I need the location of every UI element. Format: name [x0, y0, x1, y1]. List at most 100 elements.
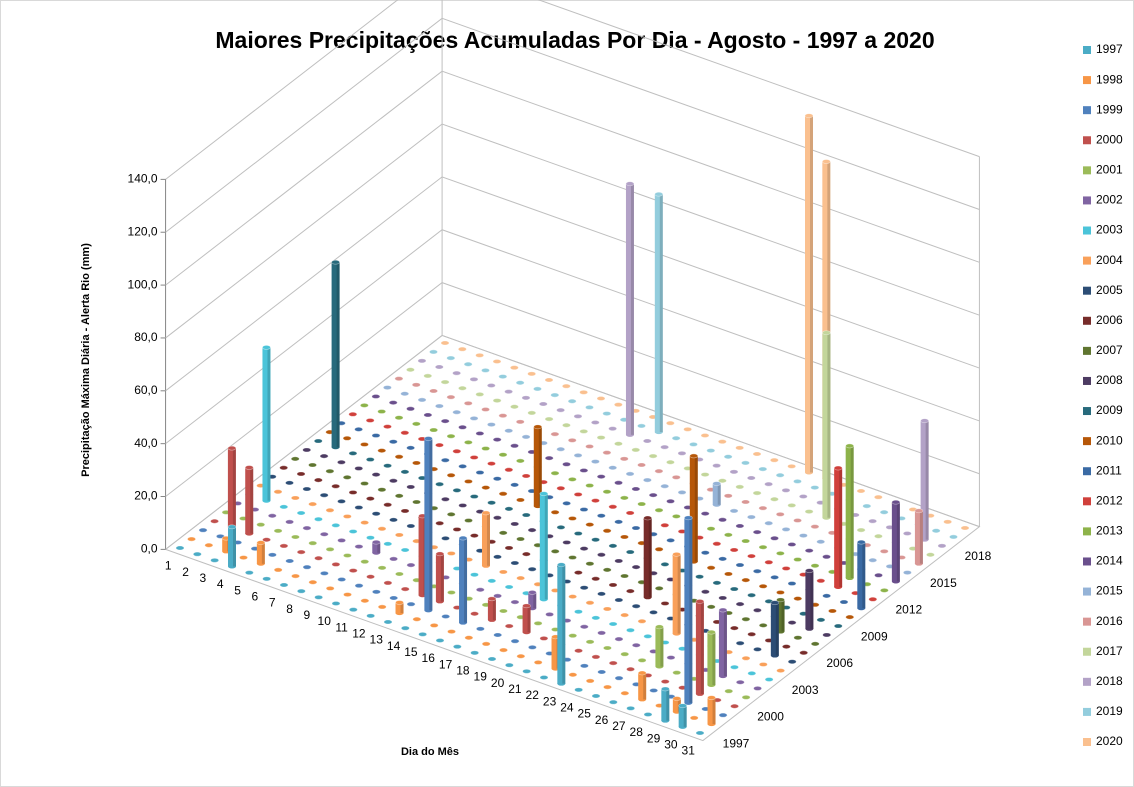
bar-top: [504, 545, 514, 551]
bar: [452, 409, 462, 415]
bar: [256, 540, 266, 566]
legend-label: 2009: [1096, 403, 1123, 417]
bar: [406, 484, 416, 490]
bar-top: [671, 435, 681, 441]
bar: [619, 456, 629, 462]
bar-top: [585, 678, 595, 684]
bar-top: [273, 489, 283, 495]
bar: [787, 503, 797, 508]
bar: [810, 524, 820, 529]
bar: [354, 544, 364, 549]
bar-top: [504, 428, 514, 434]
bar-top: [446, 433, 456, 439]
bar: [579, 390, 588, 395]
bar-top: [267, 513, 277, 519]
bar: [429, 623, 439, 628]
bar: [770, 575, 779, 580]
bar-top: [210, 518, 219, 524]
bar: [499, 608, 508, 614]
bar-top: [389, 517, 398, 523]
bar-top: [603, 645, 612, 651]
legend-label: 2019: [1096, 704, 1123, 718]
bar: [521, 473, 531, 479]
bar: [296, 471, 306, 477]
bar-top: [285, 480, 294, 486]
bar-top: [753, 568, 762, 574]
bar: [677, 529, 687, 534]
bar: [395, 600, 404, 616]
bar-side: [707, 632, 716, 686]
bar-top: [291, 573, 300, 579]
bar: [666, 499, 675, 504]
bar-top: [741, 538, 750, 544]
bar: [839, 599, 849, 605]
bar: [314, 477, 323, 483]
bar: [423, 373, 433, 379]
bar-side: [707, 697, 716, 725]
bar: [544, 377, 554, 383]
bar-top: [343, 553, 352, 558]
bar: [377, 409, 386, 414]
bar: [470, 572, 479, 577]
bar: [903, 570, 912, 575]
bar-top: [810, 641, 820, 647]
bar-top: [735, 484, 745, 490]
bar: [770, 600, 780, 658]
bar-top: [325, 586, 335, 591]
bar: [596, 435, 606, 440]
bar: [487, 461, 496, 466]
bar: [677, 490, 687, 495]
bar: [475, 392, 485, 397]
bar-top: [314, 477, 323, 483]
bar: [730, 664, 739, 670]
bar: [539, 675, 549, 680]
x-tick-label: 23: [543, 694, 557, 708]
bar: [614, 441, 623, 447]
bar: [672, 514, 681, 519]
bar-top: [648, 492, 658, 498]
bar-side: [459, 538, 468, 623]
bar: [452, 370, 461, 376]
y-tick-label: 120,0: [128, 224, 158, 238]
bar: [579, 468, 589, 473]
bar: [510, 638, 520, 644]
bar: [464, 479, 473, 484]
bar-top: [805, 568, 814, 573]
bar-top: [903, 570, 912, 575]
bar-top: [753, 647, 762, 652]
bar: [267, 513, 277, 519]
x-tick-label: 21: [508, 682, 522, 696]
bar-shade: [919, 510, 923, 564]
bar: [389, 517, 398, 523]
x-tick-label: 4: [217, 577, 224, 591]
bar-top: [591, 459, 600, 464]
bar-top: [631, 447, 641, 453]
bar: [343, 592, 352, 597]
bar-top: [857, 539, 866, 545]
bar-top: [371, 433, 381, 438]
bar: [620, 534, 629, 540]
bar-top: [527, 590, 537, 595]
bar-side: [920, 420, 929, 540]
bar-side: [672, 554, 681, 634]
bar-top: [597, 630, 606, 636]
bar-top: [562, 422, 571, 428]
bar-top: [868, 597, 878, 602]
bar: [377, 565, 387, 571]
grid-line: [165, 17, 980, 233]
bar-top: [902, 531, 912, 536]
bar-top: [619, 456, 629, 462]
bar-top: [492, 359, 502, 364]
bar: [331, 562, 341, 567]
bar-top: [377, 409, 386, 414]
bar-side: [551, 636, 560, 669]
bar-top: [706, 565, 716, 571]
bar: [590, 420, 600, 425]
bar-top: [337, 499, 346, 504]
bar: [273, 528, 283, 534]
x-tick-label: 9: [304, 608, 311, 622]
bar: [804, 548, 814, 553]
bar-top: [417, 358, 427, 364]
bar: [505, 662, 514, 668]
bar-top: [516, 458, 525, 464]
